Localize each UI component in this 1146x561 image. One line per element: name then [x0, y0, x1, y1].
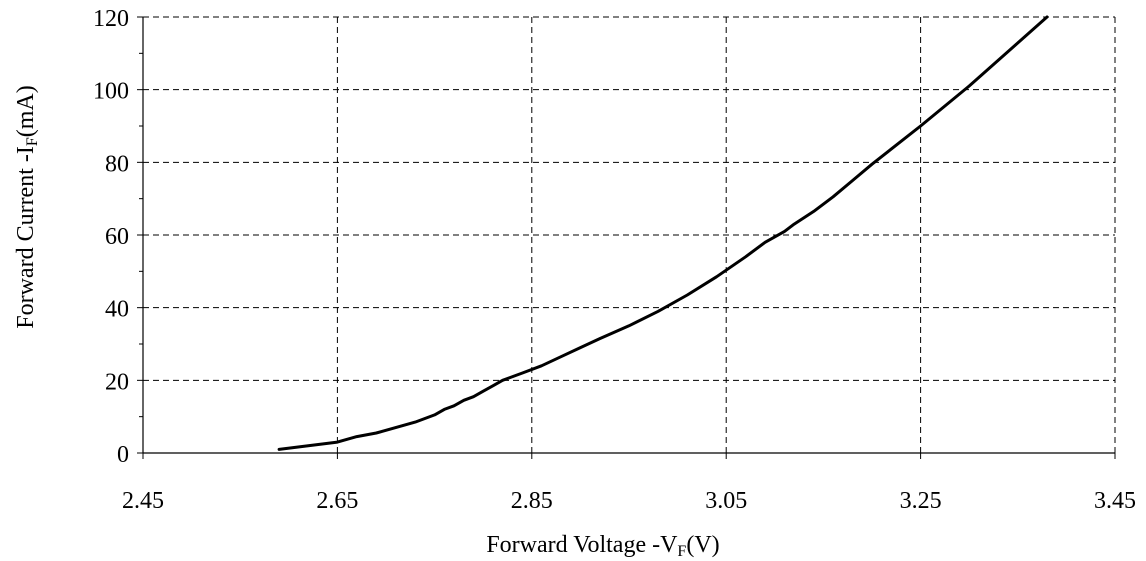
- x-axis-title: Forward Voltage -VF(V): [486, 532, 719, 560]
- y-tick-label: 0: [117, 442, 129, 468]
- grid-lines: [143, 16, 1116, 453]
- axes: [137, 16, 1116, 459]
- y-axis-title-subscript: F: [24, 137, 41, 146]
- y-tick-label: 60: [105, 224, 129, 250]
- y-axis-title: Forward Current -IF(mA): [13, 85, 41, 329]
- x-tick-label: 2.65: [316, 488, 358, 514]
- x-axis-title-subscript: F: [677, 543, 686, 560]
- y-tick-label: 40: [105, 297, 129, 323]
- x-tick-label: 2.45: [122, 488, 164, 514]
- y-axis-title-main: Forward Current -I: [13, 146, 39, 329]
- y-tick-label: 20: [105, 369, 129, 395]
- x-tick-label: 3.25: [900, 488, 942, 514]
- series-layer: [277, 15, 1049, 451]
- x-axis-title-unit: (V): [686, 532, 719, 558]
- series-line: [277, 15, 1049, 451]
- x-axis-title-main: Forward Voltage -V: [486, 532, 678, 558]
- x-tick-label: 2.85: [511, 488, 553, 514]
- y-tick-label: 80: [105, 151, 129, 177]
- y-tick-label: 100: [93, 79, 129, 105]
- x-tick-label: 3.05: [705, 488, 747, 514]
- x-tick-label: 3.45: [1094, 488, 1136, 514]
- y-tick-label: 120: [93, 6, 129, 32]
- y-axis-title-unit: (mA): [13, 85, 39, 137]
- tick-labels: 0 20 40 60 80 100 120 2.45 2.65 2.85 3.05 3.25 3.45: [93, 6, 1136, 514]
